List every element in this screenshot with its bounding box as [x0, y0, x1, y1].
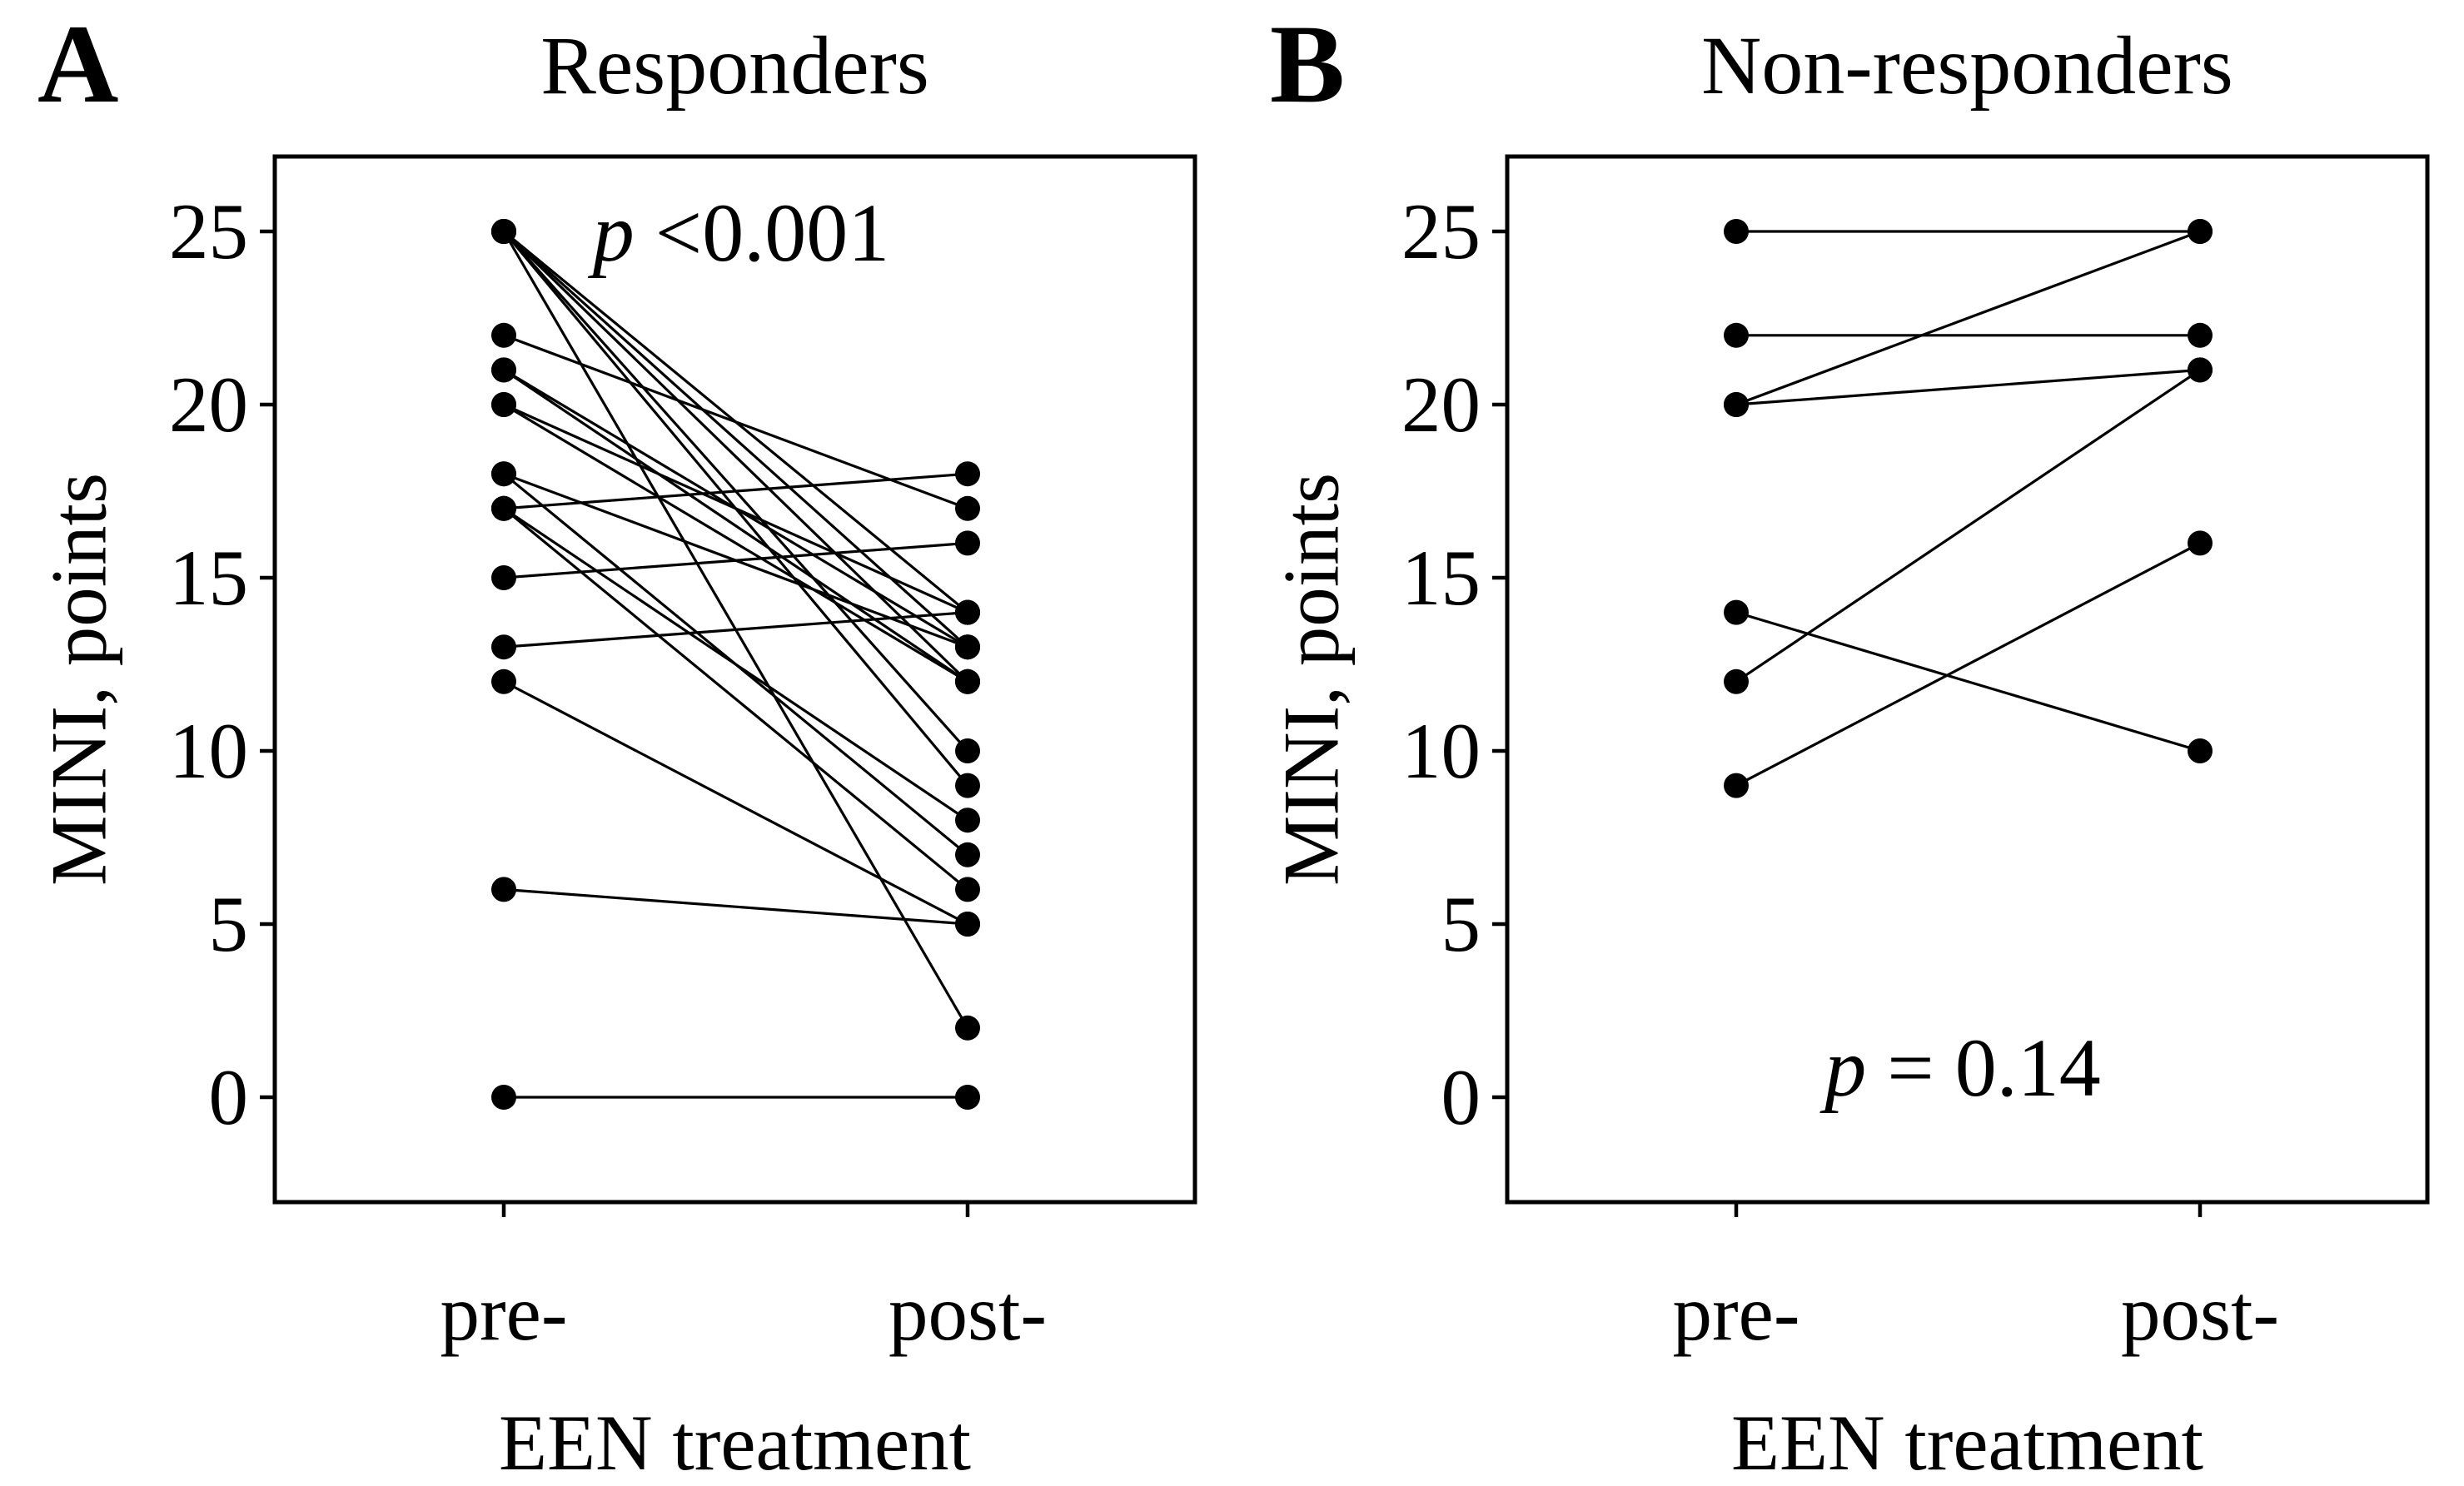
pair-line — [503, 680, 968, 926]
pair-line — [503, 507, 968, 822]
plot-box — [272, 154, 1197, 1205]
y-axis-label: MINI, points — [1267, 472, 1356, 887]
pair-line — [1735, 611, 2201, 753]
data-point-pre — [491, 357, 516, 383]
x-category-label: post- — [2121, 1269, 2279, 1357]
data-point-pre — [491, 322, 516, 348]
panel-title-non-responders: Non-responders — [1701, 19, 2233, 112]
data-point-post — [955, 1015, 980, 1041]
pair-line — [1735, 541, 2201, 788]
p-value-annotation: p = 0.14 — [1824, 1026, 2100, 1110]
y-tick-label: 5 — [1441, 880, 1481, 968]
pair-line — [503, 334, 968, 510]
y-tick-label: 15 — [169, 534, 248, 622]
y-tick-label: 25 — [169, 187, 248, 276]
data-point-pre — [491, 565, 516, 590]
data-point-post — [955, 738, 980, 763]
data-point-post — [955, 530, 980, 556]
data-point-pre — [1724, 219, 1749, 244]
data-point-post — [2188, 738, 2213, 763]
data-point-pre — [491, 1085, 516, 1110]
x-category-label: pre- — [1673, 1269, 1800, 1357]
data-point-post — [955, 599, 980, 625]
x-category-label: post- — [889, 1269, 1047, 1357]
p-value: = 0.14 — [1866, 1021, 2101, 1114]
panel-title-responders: Responders — [540, 19, 929, 112]
data-point-post — [2188, 530, 2213, 556]
y-tick-label: 0 — [209, 1053, 249, 1141]
data-point-post — [955, 773, 980, 798]
pair-line — [1735, 230, 2201, 406]
x-category-label: pre- — [441, 1269, 568, 1357]
p-symbol: p — [592, 186, 635, 279]
data-point-post — [2188, 322, 2213, 348]
data-point-post — [955, 877, 980, 902]
plot-area-non-responders: 0 5 10 15 20 25 pre-post- — [1401, 154, 2430, 1357]
p-value: <0.001 — [634, 186, 890, 279]
panel-non-responders: 0 5 10 15 20 25 pre-post- B Non-responders MIN… — [1232, 0, 2464, 1486]
x-axis-title: EEN treatment — [1730, 1399, 2204, 1486]
data-point-pre — [1724, 599, 1749, 625]
data-point-post — [955, 1085, 980, 1110]
pair-line — [503, 541, 968, 579]
data-point-pre — [1724, 392, 1749, 417]
data-point-post — [955, 842, 980, 867]
pair-line — [503, 369, 968, 683]
y-tick-label: 20 — [169, 360, 248, 449]
data-point-post — [955, 634, 980, 660]
data-point-pre — [1724, 668, 1749, 694]
y-tick-label: 10 — [1401, 707, 1481, 795]
panel-letter-b: B — [1270, 2, 1346, 127]
data-point-post — [955, 668, 980, 694]
pair-line — [502, 230, 969, 649]
y-tick-label: 25 — [1401, 187, 1481, 276]
data-point-pre — [491, 668, 516, 694]
x-axis-title: EEN treatment — [498, 1399, 972, 1486]
pair-line — [503, 403, 968, 683]
data-point-pre — [491, 634, 516, 660]
p-symbol: p — [1824, 1021, 1867, 1114]
y-tick-label: 0 — [1441, 1053, 1481, 1141]
plot-area-responders: 0 5 10 15 20 25 pre-post- — [169, 154, 1197, 1357]
data-point-pre — [491, 461, 516, 487]
panel-letter-a: A — [37, 2, 119, 127]
data-point-pre — [1724, 322, 1749, 348]
data-point-post — [955, 912, 980, 937]
data-point-post — [2188, 219, 2213, 244]
pair-line — [1735, 368, 2201, 406]
pair-line — [502, 230, 969, 683]
data-point-pre — [491, 877, 516, 902]
pair-line — [503, 611, 968, 649]
y-tick-label: 15 — [1401, 534, 1481, 622]
data-point-post — [2188, 357, 2213, 383]
pair-line — [503, 472, 968, 510]
data-point-pre — [491, 219, 516, 244]
panel-responders: 0 5 10 15 20 25 pre-post- A Responders MINI, p… — [34, 2, 1197, 1486]
pair-line — [1735, 369, 2201, 683]
data-point-pre — [491, 392, 516, 417]
p-value-annotation: p <0.001 — [593, 191, 889, 275]
data-point-pre — [1724, 773, 1749, 798]
y-tick-label: 10 — [169, 707, 248, 795]
data-point-post — [955, 808, 980, 833]
pair-line — [502, 507, 969, 891]
pair-line — [503, 403, 968, 614]
pair-line — [503, 887, 968, 926]
data-point-pre — [491, 495, 516, 521]
data-point-post — [955, 495, 980, 521]
data-point-post — [955, 461, 980, 487]
y-tick-label: 5 — [209, 880, 249, 968]
y-tick-label: 20 — [1401, 360, 1481, 449]
y-axis-label: MINI, points — [34, 472, 123, 887]
plot-box — [1505, 154, 2430, 1205]
